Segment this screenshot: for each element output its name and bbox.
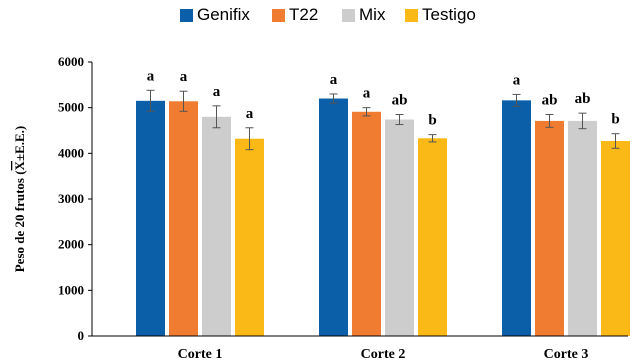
significance-letter: a <box>213 84 221 100</box>
significance-letter: ab <box>542 93 558 109</box>
bar-genifix <box>319 98 348 337</box>
y-tick-label: 0 <box>78 328 85 343</box>
bar-testigo <box>601 141 630 336</box>
significance-letter: a <box>246 106 254 122</box>
bar-genifix <box>136 100 165 336</box>
bar-mix <box>385 119 414 336</box>
y-tick-label: 5000 <box>58 100 84 115</box>
significance-letter: a <box>147 68 155 84</box>
error-bar <box>245 127 254 151</box>
legend-swatch <box>272 9 285 22</box>
y-tick-label: 1000 <box>58 282 84 297</box>
bar-testigo <box>235 138 264 336</box>
y-axis-title-text: Peso de 20 frutos (X±E.E.) <box>12 126 27 273</box>
y-tick-label: 2000 <box>58 237 84 252</box>
legend-label: Testigo <box>422 5 476 24</box>
category-label: Corte 3 <box>544 347 589 362</box>
legend-label: Mix <box>359 5 386 24</box>
significance-letter: a <box>330 72 338 88</box>
error-bar <box>545 114 554 128</box>
significance-letter: ab <box>392 93 408 109</box>
error-bar <box>395 114 404 126</box>
legend-item-genifix: Genifix <box>180 5 250 24</box>
error-bar <box>212 105 221 129</box>
y-tick-label: 6000 <box>58 54 84 69</box>
error-bar <box>329 93 338 104</box>
y-tick-label: 3000 <box>58 191 84 206</box>
bar-t22 <box>535 120 564 336</box>
legend-swatch <box>180 9 193 22</box>
bar-testigo <box>418 138 447 336</box>
y-axis-title-mean-symbol: X <box>12 160 27 170</box>
significance-letter: a <box>180 69 188 85</box>
bar-genifix <box>502 100 531 336</box>
legend-item-mix: Mix <box>342 5 386 24</box>
legend-item-testigo: Testigo <box>405 5 476 24</box>
legend-item-t22: T22 <box>272 5 318 24</box>
error-bar <box>428 134 437 143</box>
significance-letter: ab <box>575 91 591 107</box>
error-bar <box>611 133 620 149</box>
error-bar <box>512 93 521 107</box>
y-axis: 0 1000 2000 3000 4000 5000 6000 <box>58 54 93 343</box>
significance-letter: b <box>611 112 619 128</box>
legend: Genifix T22 Mix Testigo <box>180 5 476 24</box>
y-axis-title: Peso de 20 frutos (X±E.E.) <box>12 126 27 273</box>
legend-swatch <box>405 9 418 22</box>
category-label: Corte 1 <box>178 347 223 362</box>
bar-t22 <box>352 111 381 336</box>
significance-letter: a <box>363 86 371 102</box>
category-label: Corte 2 <box>361 347 406 362</box>
legend-label: T22 <box>289 5 318 24</box>
y-tick-label: 4000 <box>58 145 84 160</box>
error-bar <box>179 90 188 112</box>
bar-t22 <box>169 101 198 336</box>
y-axis-title-suffix: ±E.E.) <box>12 126 27 161</box>
bar-mix <box>202 116 231 336</box>
significance-letter: a <box>513 72 521 88</box>
y-axis-title-prefix: Peso de 20 frutos ( <box>12 170 27 272</box>
bars: a a a a a a ab b a ab ab b <box>136 68 630 337</box>
legend-swatch <box>342 9 355 22</box>
bar-mix <box>568 120 597 336</box>
significance-letter: b <box>428 113 436 129</box>
x-axis: Corte 1 Corte 2 Corte 3 <box>92 335 628 362</box>
error-bar <box>578 112 587 130</box>
error-bar <box>146 89 155 112</box>
legend-label: Genifix <box>197 5 250 24</box>
error-bar <box>362 107 371 117</box>
